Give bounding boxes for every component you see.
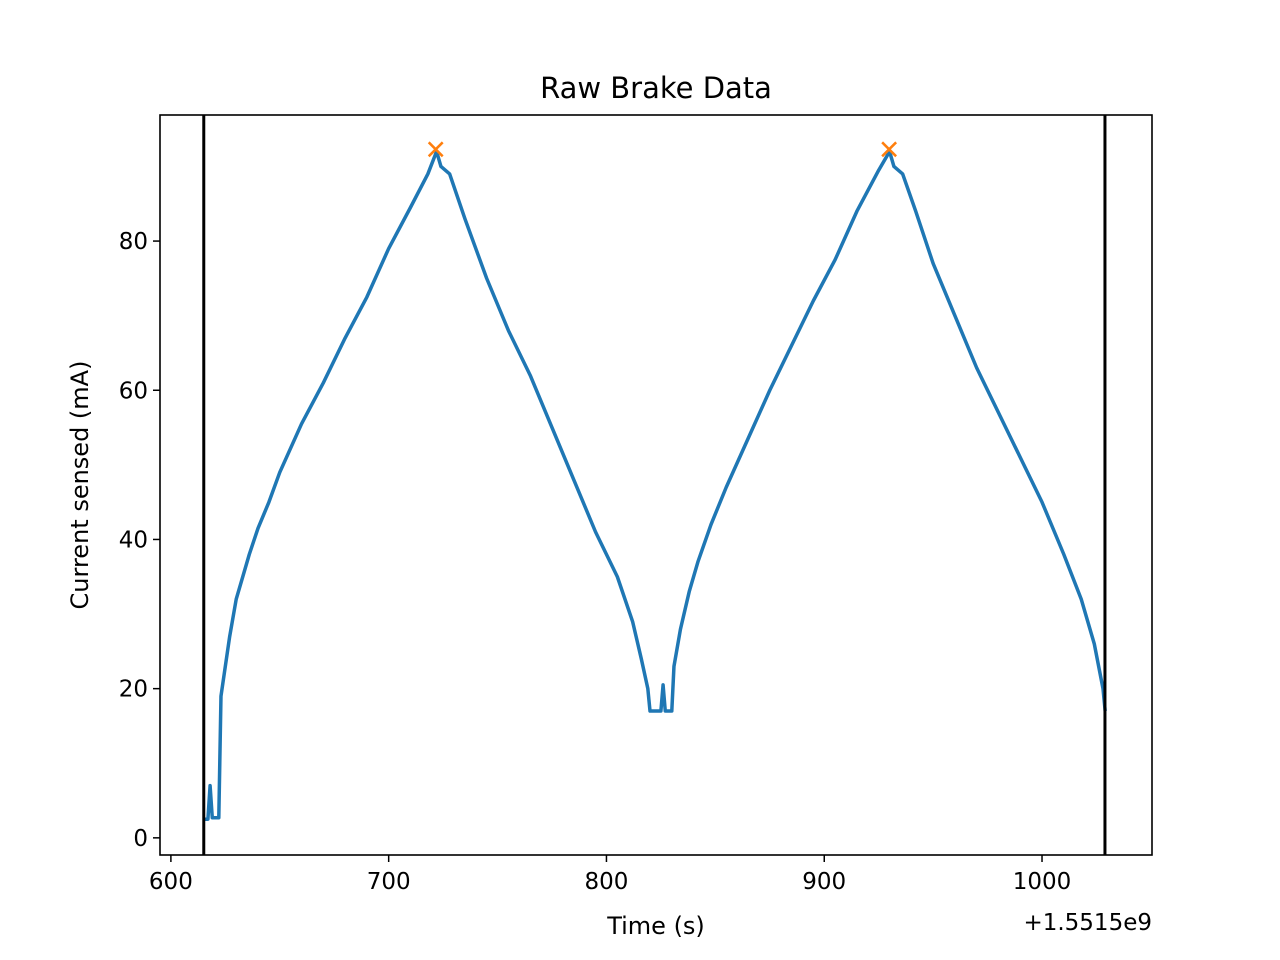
data-line [203, 149, 1107, 821]
x-axis-label: Time (s) [606, 912, 705, 940]
x-offset-label: +1.5515e9 [1023, 910, 1152, 936]
y-tick-label: 60 [119, 378, 148, 404]
x-tick-label: 600 [149, 869, 193, 895]
x-tick-label: 700 [367, 869, 411, 895]
plot-frame [159, 114, 1153, 856]
y-tick-label: 40 [119, 527, 148, 553]
y-tick-label: 20 [119, 677, 148, 703]
y-axis-label: Current sensed (mA) [66, 361, 94, 610]
peak-marker [427, 141, 444, 158]
x-tick-label: 900 [802, 869, 846, 895]
peak-marker [881, 141, 898, 158]
x-tick-label: 800 [585, 869, 629, 895]
chart-title: Raw Brake Data [540, 71, 772, 105]
y-tick-label: 0 [133, 826, 148, 852]
y-tick-label: 80 [119, 229, 148, 255]
x-tick-label: 1000 [1013, 869, 1072, 895]
